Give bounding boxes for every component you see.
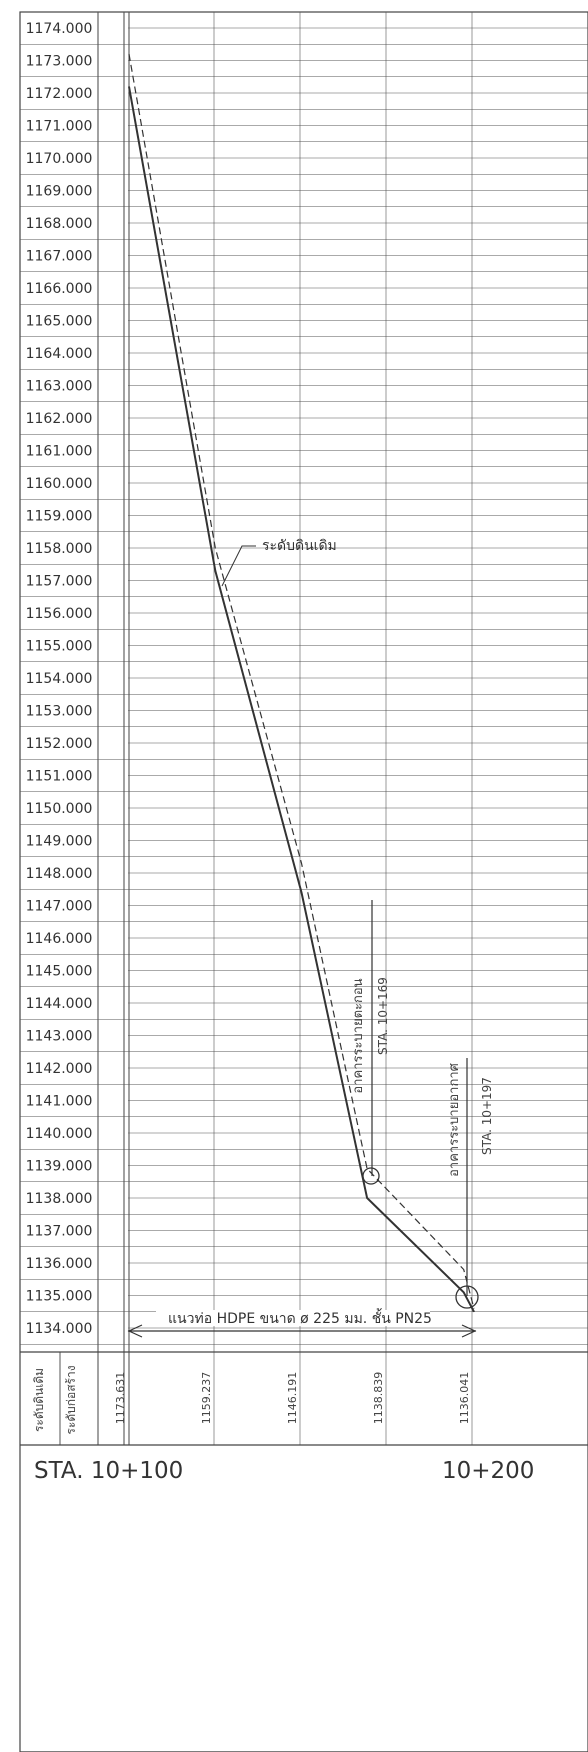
elevation-label: 1149.000 xyxy=(26,834,93,850)
elevation-label: 1138.000 xyxy=(26,1191,93,1207)
elevation-label: 1142.000 xyxy=(26,1061,93,1077)
pipe-label: แนวท่อ HDPE ขนาด ø 225 มม. ชั้น PN25 xyxy=(168,1308,432,1327)
elevation-label: 1136.000 xyxy=(26,1256,93,1272)
elevation-label: 1154.000 xyxy=(26,671,93,687)
elevation-label: 1140.000 xyxy=(26,1126,93,1142)
elevation-label: 1166.000 xyxy=(26,281,93,297)
elevation-label: 1157.000 xyxy=(26,574,93,590)
drawing-frame xyxy=(19,11,588,1752)
elevation-label: 1168.000 xyxy=(26,216,93,232)
elevation-label: 1134.000 xyxy=(26,1321,93,1337)
structure-2-name: อาคารระบายอากาศ xyxy=(447,1062,462,1176)
elevation-label: 1162.000 xyxy=(26,411,93,427)
elevation-label: 1160.000 xyxy=(26,476,93,492)
elevation-label: 1156.000 xyxy=(26,606,93,622)
dim-arrow-right xyxy=(461,1324,477,1338)
elevation-label: 1167.000 xyxy=(26,249,93,265)
dim-arrow-left xyxy=(127,1324,143,1338)
elevation-label: 1171.000 xyxy=(26,119,93,135)
elevation-label: 1147.000 xyxy=(26,899,93,915)
elevation-label: 1170.000 xyxy=(26,151,93,167)
elevation-label: 1150.000 xyxy=(26,801,93,817)
level-value-2: 1159.237 xyxy=(200,1372,213,1425)
level-value-4: 1138.839 xyxy=(372,1372,385,1425)
pipe-label-bg xyxy=(156,1310,430,1326)
level-value-1: 1173.631 xyxy=(114,1372,127,1425)
elevation-label: 1155.000 xyxy=(26,639,93,655)
elevation-label: 1146.000 xyxy=(26,931,93,947)
elevation-label: 1161.000 xyxy=(26,444,93,460)
elevation-label: 1135.000 xyxy=(26,1289,93,1305)
manhole-2-circle xyxy=(455,1285,479,1309)
elevation-label: 1151.000 xyxy=(26,769,93,785)
ground-level-header: ระดับดินเดิม xyxy=(32,1368,46,1432)
elevation-label: 1141.000 xyxy=(26,1094,93,1110)
ground-label-leader xyxy=(221,545,256,587)
ground-line-label: ระดับดินเดิม xyxy=(262,538,337,554)
elevation-label: 1169.000 xyxy=(26,184,93,200)
station-end-label: 10+200 xyxy=(442,1458,534,1484)
level-value-3: 1146.191 xyxy=(286,1372,299,1425)
elevation-label: 1148.000 xyxy=(26,866,93,882)
elevation-label: 1144.000 xyxy=(26,996,93,1012)
structure-1-station: STA. 10+169 xyxy=(376,977,390,1055)
elevation-axis: 1174.000 1173.000 1172.000 1171.000 1170.000… xyxy=(26,21,93,1337)
elevation-label: 1173.000 xyxy=(26,54,93,70)
existing-ground-line xyxy=(128,53,475,1309)
construction-level-header: ระดับก่อสร้าง xyxy=(64,1365,78,1434)
elevation-label: 1174.000 xyxy=(26,21,93,37)
pipe-invert-line xyxy=(128,86,475,1313)
manhole-1-circle xyxy=(362,1167,380,1185)
elevation-label: 1172.000 xyxy=(26,86,93,102)
elevation-label: 1165.000 xyxy=(26,314,93,330)
structure-1-name: อาคารระบายตะกอน xyxy=(351,978,366,1093)
elevation-label: 1137.000 xyxy=(26,1224,93,1240)
elevation-label: 1159.000 xyxy=(26,509,93,525)
structure-2-station: STA. 10+197 xyxy=(480,1077,494,1155)
elevation-label: 1163.000 xyxy=(26,379,93,395)
elevation-label: 1139.000 xyxy=(26,1159,93,1175)
elevation-label: 1145.000 xyxy=(26,964,93,980)
grid-lines xyxy=(20,12,588,1445)
level-value-5: 1136.041 xyxy=(458,1372,471,1425)
station-start-label: STA. 10+100 xyxy=(34,1458,183,1484)
elevation-label: 1153.000 xyxy=(26,704,93,720)
elevation-label: 1164.000 xyxy=(26,346,93,362)
elevation-label: 1152.000 xyxy=(26,736,93,752)
elevation-label: 1143.000 xyxy=(26,1029,93,1045)
elevation-label: 1158.000 xyxy=(26,541,93,557)
